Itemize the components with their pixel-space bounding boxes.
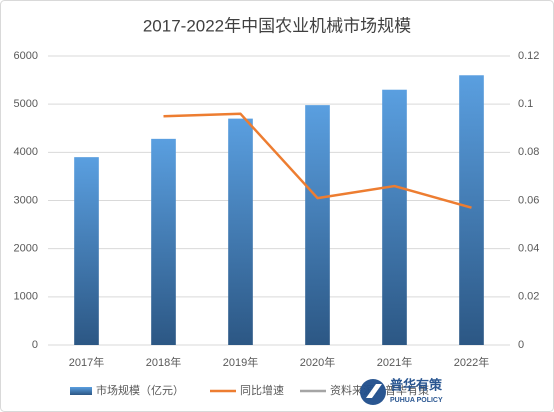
y-tick-label: 2000 xyxy=(14,243,38,255)
chart-title: 2017-2022年中国农业机械市场规模 xyxy=(143,16,411,35)
y2-tick-label: 0.08 xyxy=(518,146,539,158)
y-tick-label: 6000 xyxy=(14,50,38,62)
y2-tick-label: 0.04 xyxy=(518,243,539,255)
y-tick-label: 4000 xyxy=(14,146,38,158)
y2-tick-label: 0.1 xyxy=(518,98,533,110)
watermark-name: 普华有策 xyxy=(390,377,443,392)
x-tick-label: 2018年 xyxy=(146,355,181,369)
x-tick-label: 2017年 xyxy=(69,355,104,369)
legend-swatch xyxy=(70,387,92,395)
bar xyxy=(151,138,176,345)
bar xyxy=(228,118,253,345)
bar xyxy=(382,89,407,345)
y2-tick-label: 0.02 xyxy=(518,291,539,303)
y-tick-label: 5000 xyxy=(14,98,38,110)
y2-tick-label: 0 xyxy=(518,339,524,351)
y-tick-label: 1000 xyxy=(14,291,38,303)
x-tick-label: 2021年 xyxy=(377,355,412,369)
x-tick-label: 2020年 xyxy=(300,355,335,369)
watermark: 普华有策 PUHUA POLICY xyxy=(360,377,443,405)
bar xyxy=(74,157,99,345)
x-tick-label: 2019年 xyxy=(223,355,258,369)
y2-tick-label: 0.12 xyxy=(518,50,539,62)
bar xyxy=(459,75,484,346)
watermark-icon xyxy=(366,384,382,398)
y-tick-label: 3000 xyxy=(14,194,38,206)
legend-label: 同比增速 xyxy=(240,383,284,397)
y-tick-label: 0 xyxy=(32,339,38,351)
x-tick-label: 2022年 xyxy=(454,355,489,369)
legend-label: 市场规模（亿元） xyxy=(96,383,184,397)
bar xyxy=(305,105,330,345)
line xyxy=(163,112,472,209)
watermark-sub: PUHUA POLICY xyxy=(390,397,443,404)
y2-tick-label: 0.06 xyxy=(518,194,539,206)
